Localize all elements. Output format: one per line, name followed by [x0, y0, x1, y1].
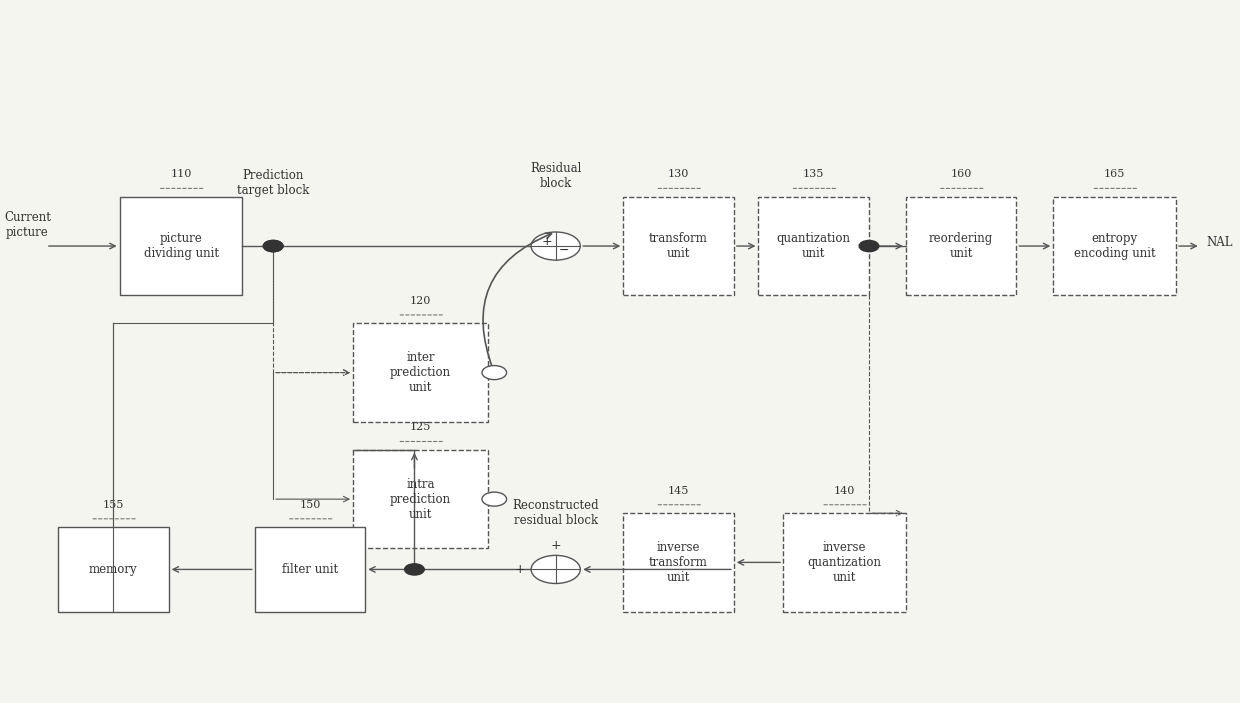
FancyBboxPatch shape	[782, 513, 906, 612]
Circle shape	[531, 555, 580, 583]
FancyBboxPatch shape	[624, 197, 734, 295]
FancyBboxPatch shape	[353, 323, 489, 422]
Circle shape	[482, 366, 507, 380]
Circle shape	[859, 240, 879, 252]
Text: 135: 135	[804, 169, 825, 179]
Text: Reconstructed
residual block: Reconstructed residual block	[512, 499, 599, 527]
Text: inter
prediction
unit: inter prediction unit	[391, 351, 451, 394]
Text: 120: 120	[410, 296, 432, 306]
Text: reordering
unit: reordering unit	[929, 232, 993, 260]
Text: 125: 125	[410, 423, 432, 432]
Circle shape	[531, 232, 580, 260]
Text: NAL: NAL	[1207, 236, 1234, 249]
Circle shape	[263, 240, 283, 252]
FancyBboxPatch shape	[58, 527, 169, 612]
Text: inverse
quantization
unit: inverse quantization unit	[807, 541, 882, 584]
Text: +: +	[551, 539, 560, 552]
Text: quantization
unit: quantization unit	[776, 232, 851, 260]
Text: −: −	[559, 244, 569, 257]
Text: intra
prediction
unit: intra prediction unit	[391, 477, 451, 521]
FancyBboxPatch shape	[254, 527, 366, 612]
Text: 155: 155	[103, 500, 124, 510]
Text: inverse
transform
unit: inverse transform unit	[649, 541, 708, 584]
Text: Residual
block: Residual block	[529, 162, 582, 190]
Text: Current
picture: Current picture	[4, 211, 51, 239]
Circle shape	[482, 492, 507, 506]
Text: filter unit: filter unit	[281, 563, 339, 576]
Text: 130: 130	[668, 169, 689, 179]
Circle shape	[404, 564, 424, 575]
Text: entropy
encoding unit: entropy encoding unit	[1074, 232, 1156, 260]
Text: transform
unit: transform unit	[649, 232, 708, 260]
Text: +: +	[515, 563, 525, 576]
FancyBboxPatch shape	[906, 197, 1017, 295]
Text: 140: 140	[833, 486, 856, 496]
Text: 145: 145	[668, 486, 689, 496]
FancyBboxPatch shape	[353, 450, 489, 548]
FancyBboxPatch shape	[119, 197, 243, 295]
Text: memory: memory	[89, 563, 138, 576]
Text: Prediction
target block: Prediction target block	[237, 169, 309, 197]
Text: picture
dividing unit: picture dividing unit	[144, 232, 218, 260]
Text: 165: 165	[1104, 169, 1126, 179]
Circle shape	[263, 240, 283, 252]
Text: 110: 110	[170, 169, 192, 179]
FancyBboxPatch shape	[759, 197, 869, 295]
Text: +: +	[542, 236, 552, 248]
FancyBboxPatch shape	[624, 513, 734, 612]
Text: 150: 150	[299, 500, 321, 510]
Text: 160: 160	[950, 169, 972, 179]
FancyBboxPatch shape	[1053, 197, 1176, 295]
